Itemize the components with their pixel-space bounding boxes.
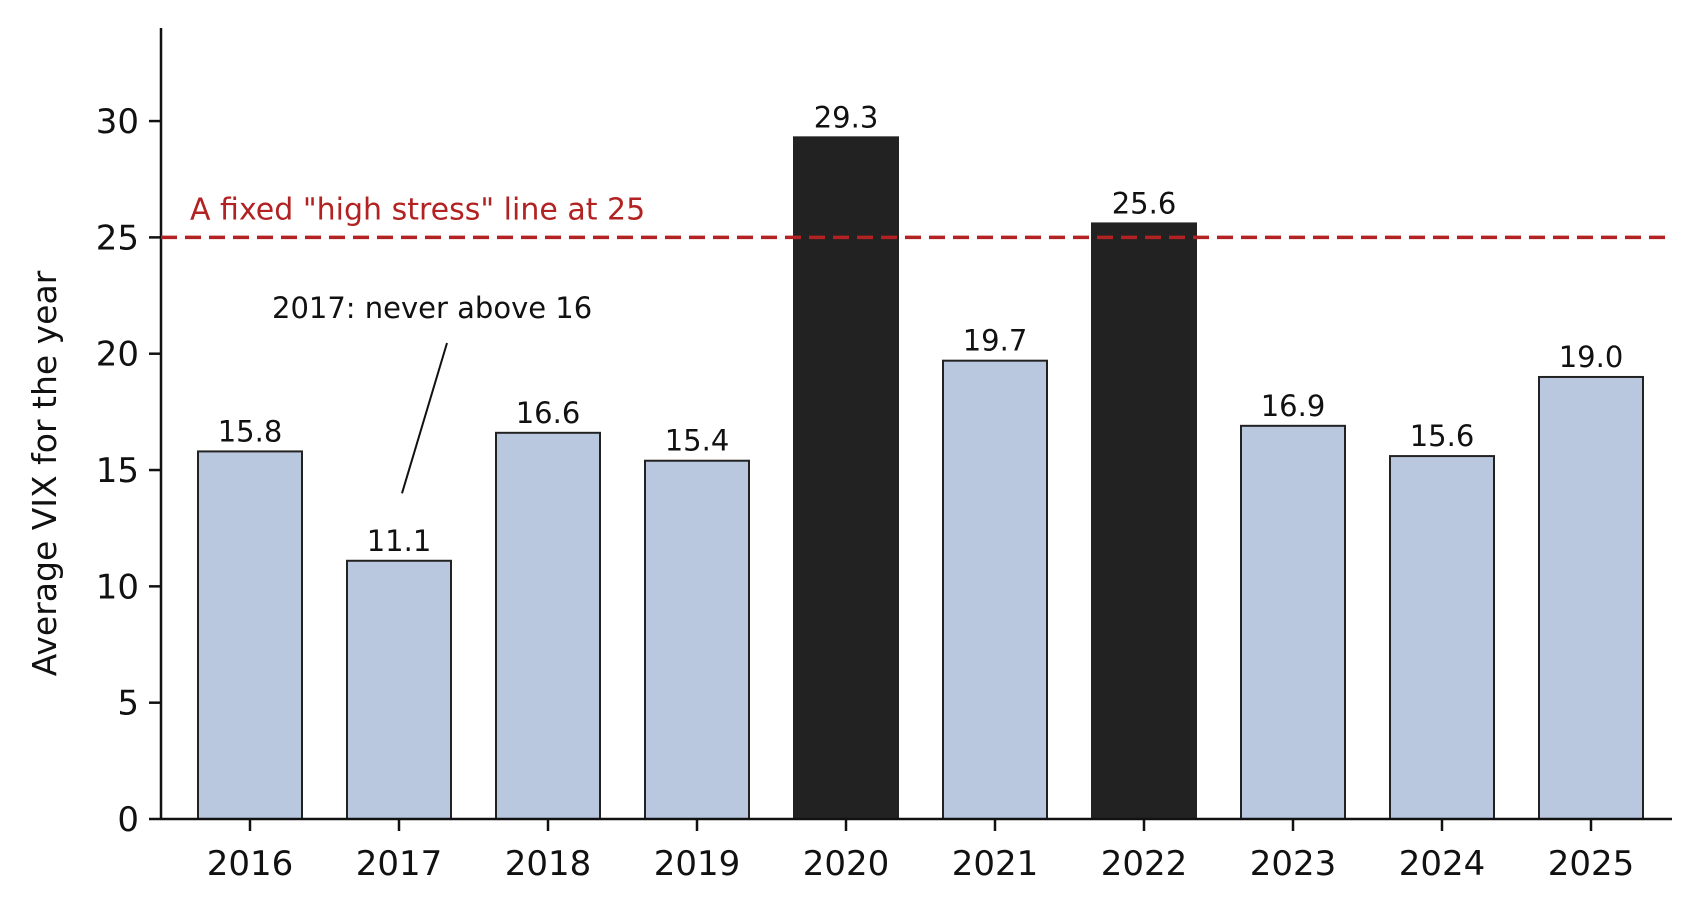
y-tick-label-20: 20	[96, 335, 139, 375]
bar-2023	[1240, 424, 1346, 820]
x-tick-label-2022: 2022	[1101, 844, 1188, 884]
y-axis-title: Average VIX for the year	[25, 270, 64, 676]
x-tick-label-2018: 2018	[505, 844, 592, 884]
labels-layer: 15.8 11.1 16.6 15.4 29.3 19.7 25.6 16.9 15.6 19.0	[161, 100, 1672, 558]
data-label-2023: 16.9	[1261, 389, 1326, 423]
x-tick-label-2016: 2016	[207, 844, 294, 884]
bar-2022	[1091, 222, 1197, 820]
x-tick-label-2019: 2019	[654, 844, 741, 884]
bar-2025	[1538, 375, 1644, 820]
data-label-2019: 15.4	[665, 424, 730, 458]
data-label-2024: 15.6	[1410, 419, 1475, 453]
data-label-2025: 19.0	[1559, 340, 1624, 374]
x-tick-label-2025: 2025	[1548, 844, 1635, 884]
bar-2024	[1389, 455, 1495, 820]
bar-2017	[346, 559, 452, 820]
data-label-2022: 25.6	[1112, 186, 1177, 220]
bars-layer	[197, 136, 1644, 820]
y-tick-label-25: 25	[96, 218, 139, 258]
data-label-2016: 15.8	[218, 414, 283, 448]
x-tick-label-2021: 2021	[952, 844, 1039, 884]
y-tick-label-5: 5	[117, 684, 139, 724]
data-label-2021: 19.7	[963, 324, 1028, 358]
x-tick-label-2017: 2017	[356, 844, 443, 884]
y-tick-label-30: 30	[96, 102, 139, 142]
data-label-2018: 16.6	[516, 396, 581, 430]
annotation-text: 2017: never above 16	[272, 291, 592, 325]
data-label-2017: 11.1	[367, 524, 432, 558]
bar-2016	[197, 450, 303, 820]
y-tick-label-0: 0	[117, 800, 139, 840]
bar-2020	[793, 136, 899, 820]
x-tick-label-2020: 2020	[803, 844, 890, 884]
y-tick-label-15: 15	[96, 451, 139, 491]
x-tick-label-2023: 2023	[1250, 844, 1337, 884]
bar-2021	[942, 359, 1048, 820]
x-tick-label-2024: 2024	[1399, 844, 1486, 884]
bar-2018	[495, 431, 601, 820]
bar-2019	[644, 459, 750, 820]
data-label-2020: 29.3	[814, 100, 879, 134]
y-tick-label-10: 10	[96, 567, 139, 607]
reference-line-label: A fixed "high stress" line at 25	[190, 192, 645, 227]
annotation-connector	[401, 342, 448, 494]
